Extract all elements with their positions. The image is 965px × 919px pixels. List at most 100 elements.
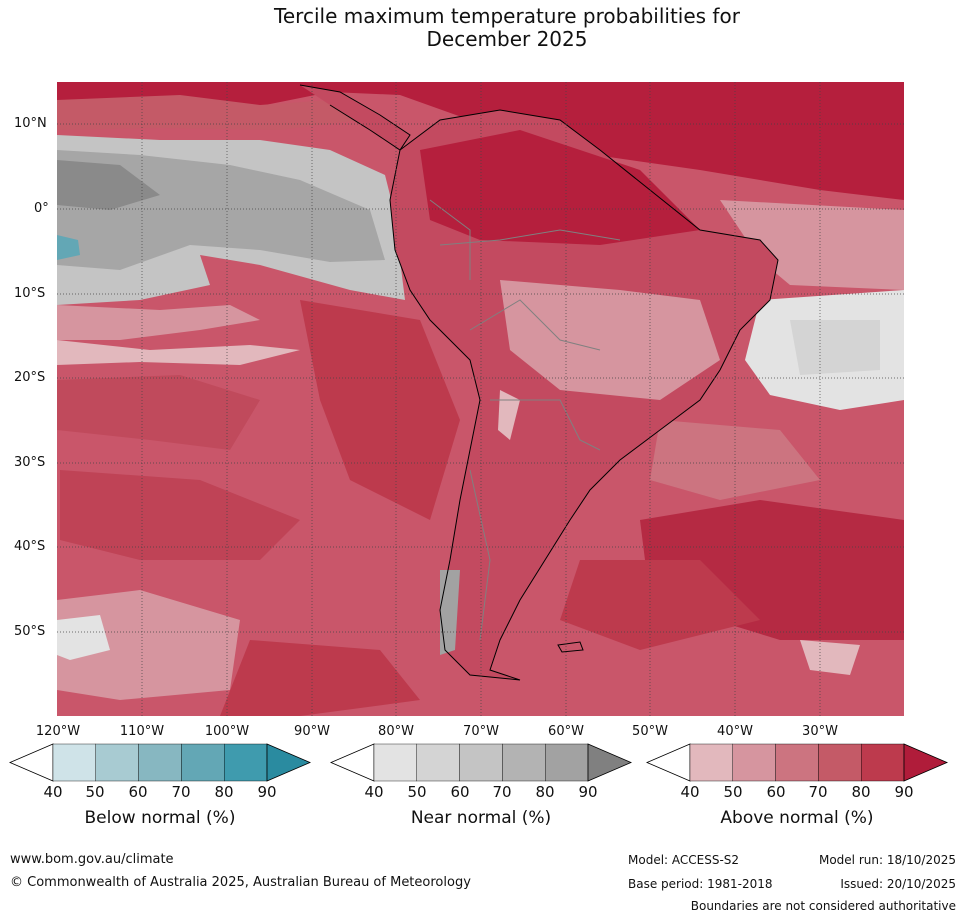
below-tick-60: 60 [128, 783, 148, 801]
near-tick-70: 70 [492, 783, 512, 801]
above-tick-60: 60 [766, 783, 786, 801]
above-colorbar-high-extend [903, 743, 949, 782]
region-sp-patch-1 [57, 375, 260, 450]
near-tick-50: 50 [407, 783, 427, 801]
country-borders [429, 199, 621, 641]
below-tick-40: 40 [43, 783, 63, 801]
near-tick-80: 80 [535, 783, 555, 801]
region-sp-near [57, 615, 110, 660]
region-atlantic-pale [720, 200, 904, 290]
near-tick-40: 40 [364, 783, 384, 801]
near-colorbar-segment [416, 743, 460, 782]
below-colorbar-segment [138, 743, 182, 782]
chart-title: Tercile maximum temperature probabilitie… [57, 5, 957, 51]
near-normal-title: Near normal (%) [410, 808, 552, 828]
above-tick-70: 70 [808, 783, 828, 801]
lon-label-50w: 50°W [632, 724, 668, 739]
region-pale-band-2 [57, 340, 300, 365]
near-colorbar-segment [373, 743, 417, 782]
near-tick-90: 90 [578, 783, 598, 801]
land-patagonia-near [440, 570, 460, 655]
land-brazil-pale [500, 280, 720, 400]
region-sp-pale [57, 590, 240, 700]
near-colorbar-low-extend [329, 743, 375, 782]
land-amazon-above [420, 130, 700, 245]
issued-date: Issued: 20/10/2025 [840, 877, 956, 891]
above-tick-90: 90 [894, 783, 914, 801]
below-colorbar-segment [95, 743, 139, 782]
above-colorbar-segment [775, 743, 819, 782]
below-tick-90: 90 [257, 783, 277, 801]
below-colorbar-segment [181, 743, 225, 782]
below-colorbar-segment [52, 743, 96, 782]
title-line-1: Tercile maximum temperature probabilitie… [274, 4, 740, 28]
above-tick-50: 50 [723, 783, 743, 801]
near-colorbar-segment [545, 743, 589, 782]
above-colorbar-segment [861, 743, 905, 782]
lat-gridlines [57, 123, 904, 633]
region-south-above [220, 640, 420, 716]
falkland-islands [557, 641, 584, 653]
above-colorbar-low-extend [645, 743, 691, 782]
land-andes-pale [498, 390, 520, 440]
below-tick-50: 50 [85, 783, 105, 801]
lat-label-10s: 10°S [14, 286, 46, 301]
below-colorbar-high-extend [266, 743, 312, 782]
below-normal-title: Below normal (%) [84, 808, 236, 828]
below-tick-70: 70 [171, 783, 191, 801]
above-colorbar-segment [818, 743, 862, 782]
lat-label-0: 0° [34, 201, 49, 216]
title-line-2: December 2025 [426, 27, 588, 51]
above-colorbar-segment [732, 743, 776, 782]
colorbars [8, 743, 949, 782]
near-colorbar-high-extend [587, 743, 633, 782]
lon-label-70w: 70°W [463, 724, 499, 739]
below-colorbar-low-extend [8, 743, 54, 782]
land-central-america [300, 85, 410, 150]
lon-label-110w: 110°W [119, 724, 165, 739]
lat-label-20s: 20°S [14, 370, 46, 385]
website-link[interactable]: www.bom.gov.au/climate [10, 852, 174, 867]
lon-label-40w: 40°W [717, 724, 753, 739]
lon-label-120w: 120°W [35, 724, 81, 739]
above-normal-title: Above normal (%) [720, 808, 874, 828]
model-run: Model run: 18/10/2025 [818, 853, 956, 867]
region-atlantic-near-2 [790, 320, 880, 375]
near-colorbar-segment [502, 743, 546, 782]
lon-label-60w: 60°W [548, 724, 584, 739]
lon-label-90w: 90°W [294, 724, 330, 739]
lon-label-80w: 80°W [378, 724, 414, 739]
above-colorbar-segment [689, 743, 733, 782]
above-tick-80: 80 [851, 783, 871, 801]
near-colorbar-segment [459, 743, 503, 782]
region-north-above [57, 82, 904, 200]
base-period: Base period: 1981-2018 [628, 877, 773, 891]
map-area [57, 82, 904, 716]
region-eq-pacific-near-max [57, 160, 160, 210]
coastline [389, 109, 779, 681]
lat-label-40s: 40°S [14, 539, 46, 554]
lon-label-100w: 100°W [204, 724, 250, 739]
region-pale-band [57, 305, 260, 340]
region-atlantic-pale-2 [800, 640, 860, 675]
region-west-coast-above [300, 300, 460, 520]
region-sp-patch-2 [60, 470, 300, 560]
coastline-central-america [299, 84, 411, 151]
region-below-normal [57, 235, 80, 260]
model-name: Model: ACCESS-S2 [628, 853, 740, 867]
below-colorbar-segment [223, 743, 268, 782]
lat-label-30s: 30°S [14, 455, 46, 470]
copyright: © Commonwealth of Australia 2025, Austra… [10, 875, 471, 890]
near-tick-60: 60 [450, 783, 470, 801]
land-south-america [390, 110, 778, 680]
below-tick-80: 80 [214, 783, 234, 801]
region-east-pacific-above [57, 95, 360, 130]
region-south-atlantic-above-2 [560, 560, 760, 650]
lat-label-50s: 50°S [14, 624, 46, 639]
above-tick-40: 40 [680, 783, 700, 801]
lat-label-10n: 10°N [14, 116, 47, 131]
boundaries-disclaimer: Boundaries are not considered authoritat… [690, 899, 956, 913]
lon-label-30w: 30°W [802, 724, 838, 739]
lon-gridlines [141, 82, 821, 716]
